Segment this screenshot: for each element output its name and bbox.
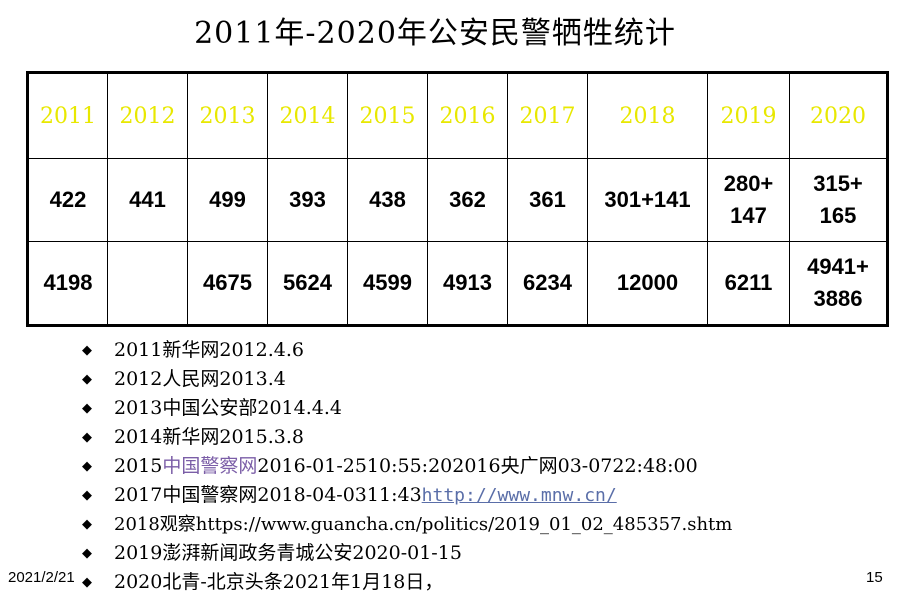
table-cell: 4198 <box>27 241 108 326</box>
year-header-row: 2011 2012 2013 2014 2015 2016 2017 2018 … <box>27 72 888 159</box>
year-cell: 2019 <box>707 72 790 159</box>
year-cell: 2015 <box>347 72 428 159</box>
table-cell: 315+ 165 <box>789 158 888 242</box>
table-cell: 499 <box>187 158 268 242</box>
source-text: 2011新华网2012.4.6 <box>114 339 304 361</box>
diamond-bullet-icon: ◆ <box>82 575 92 590</box>
year-cell: 2014 <box>267 72 348 159</box>
source-text-suffix: 2016-01-2510:55:202016央广网03-0722:48:00 <box>257 455 698 477</box>
table-cell: 6234 <box>507 241 588 326</box>
table-cell: 12000 <box>587 241 708 326</box>
source-list: ◆ 2011新华网2012.4.6 ◆ 2012人民网2013.4 ◆ 2013… <box>0 336 732 597</box>
year-cell: 2012 <box>107 72 188 159</box>
statistics-table: 2011 2012 2013 2014 2015 2016 2017 2018 … <box>26 71 889 327</box>
diamond-bullet-icon: ◆ <box>82 459 92 474</box>
source-text-prefix: 2017中国警察网2018-04-0311:43 <box>114 484 422 506</box>
list-item: ◆ 2017中国警察网2018-04-0311:43http://www.mnw… <box>0 481 732 510</box>
list-item: ◆ 2020北青-北京头条2021年1月18日， <box>0 568 732 597</box>
table-cell: 441 <box>107 158 188 242</box>
diamond-bullet-icon: ◆ <box>82 488 92 503</box>
table-cell: 362 <box>427 158 508 242</box>
list-item: ◆ 2011新华网2012.4.6 <box>0 336 732 365</box>
list-item: ◆ 2015中国警察网2016-01-2510:55:202016央广网03-0… <box>0 452 732 481</box>
table-cell: 4675 <box>187 241 268 326</box>
table-cell: 422 <box>27 158 108 242</box>
list-item: ◆ 2012人民网2013.4 <box>0 365 732 394</box>
list-item: ◆ 2014新华网2015.3.8 <box>0 423 732 452</box>
list-item: ◆ 2013中国公安部2014.4.4 <box>0 394 732 423</box>
year-cell: 2016 <box>427 72 508 159</box>
diamond-bullet-icon: ◆ <box>82 401 92 416</box>
table-cell <box>107 241 188 326</box>
diamond-bullet-icon: ◆ <box>82 372 92 387</box>
diamond-bullet-icon: ◆ <box>82 343 92 358</box>
diamond-bullet-icon: ◆ <box>82 430 92 445</box>
page-number: 15 <box>866 569 883 586</box>
source-text: 2013中国公安部2014.4.4 <box>114 397 342 419</box>
year-cell: 2013 <box>187 72 268 159</box>
list-item: ◆ 2018观察https://www.guancha.cn/politics/… <box>0 510 732 539</box>
source-text: 2019澎湃新闻政务青城公安2020-01-15 <box>114 542 462 564</box>
source-text: 2020北青-北京头条2021年1月18日， <box>114 571 444 593</box>
year-cell: 2020 <box>789 72 888 159</box>
table-cell: 301+141 <box>587 158 708 242</box>
source-link-mnw[interactable]: http://www.mnw.cn/ <box>421 485 617 506</box>
year-cell: 2011 <box>27 72 108 159</box>
source-text: 2014新华网2015.3.8 <box>114 426 304 448</box>
source-link-china-police[interactable]: 中国警察网 <box>162 455 258 477</box>
list-item: ◆ 2019澎湃新闻政务青城公安2020-01-15 <box>0 539 732 568</box>
table-row: 4198 4675 5624 4599 4913 6234 12000 6211… <box>27 241 888 326</box>
page-title: 2011年-2020年公安民警牺牲统计 <box>194 16 676 51</box>
year-cell: 2018 <box>587 72 708 159</box>
diamond-bullet-icon: ◆ <box>82 546 92 561</box>
year-cell: 2017 <box>507 72 588 159</box>
table-cell: 280+ 147 <box>707 158 790 242</box>
table-row: 422 441 499 393 438 362 361 301+141 280+… <box>27 158 888 242</box>
diamond-bullet-icon: ◆ <box>82 517 92 532</box>
table-cell: 4599 <box>347 241 428 326</box>
table-cell: 393 <box>267 158 348 242</box>
table-cell: 361 <box>507 158 588 242</box>
source-text-prefix: 2015 <box>114 455 163 477</box>
table-cell: 4913 <box>427 241 508 326</box>
table-cell: 6211 <box>707 241 790 326</box>
table-cell: 4941+ 3886 <box>789 241 888 326</box>
table-cell: 5624 <box>267 241 348 326</box>
footer-date: 2021/2/21 <box>8 569 75 586</box>
table-cell: 438 <box>347 158 428 242</box>
source-text: 2012人民网2013.4 <box>114 368 286 390</box>
source-text: 2018观察https://www.guancha.cn/politics/20… <box>114 514 733 535</box>
